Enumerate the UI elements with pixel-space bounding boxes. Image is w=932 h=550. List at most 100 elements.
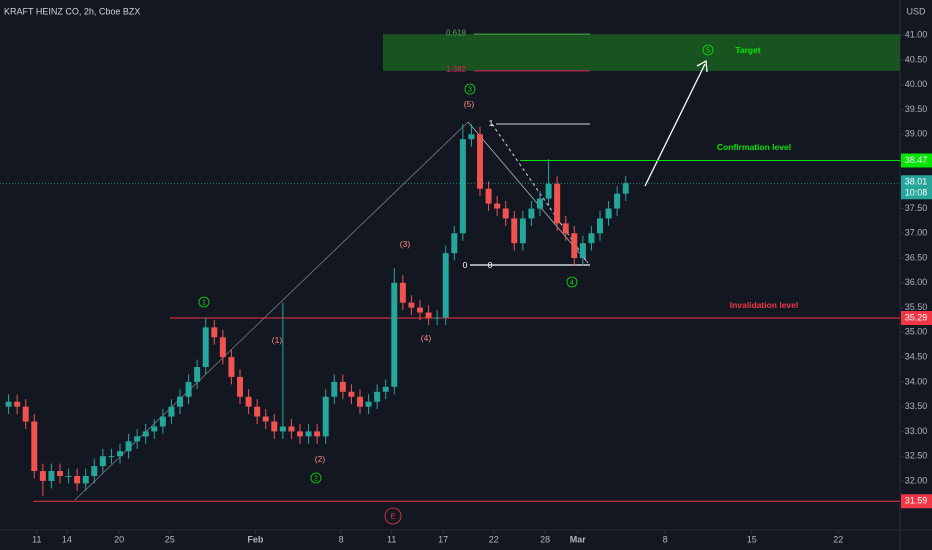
y-tick-label: 35.50	[905, 302, 928, 312]
candle	[262, 409, 269, 429]
candle	[597, 211, 603, 241]
candle-body	[314, 431, 321, 437]
candle	[408, 295, 415, 316]
x-tick-label: 15	[747, 534, 757, 544]
x-tick-label: 8	[339, 534, 344, 544]
last-price-label: 38.01	[905, 177, 928, 187]
candle	[228, 349, 235, 385]
candle-body	[357, 396, 363, 407]
candle-body	[5, 401, 12, 407]
candle-body	[254, 406, 261, 417]
wave-label: (4)	[421, 333, 432, 343]
candle	[31, 414, 38, 479]
candle-body	[434, 317, 441, 319]
price-tag-label: 38.47	[905, 155, 928, 165]
candle-body	[468, 134, 475, 140]
candle	[571, 225, 578, 266]
wave-label: 1	[489, 118, 494, 128]
candle	[125, 433, 132, 459]
price-tag-label: 35.29	[905, 312, 928, 322]
candle	[365, 394, 372, 415]
candle-body	[502, 208, 509, 219]
wave-label: 2	[314, 475, 318, 482]
wave-label: (1)	[272, 335, 283, 345]
candle-body	[14, 401, 21, 407]
candle-body	[91, 466, 98, 476]
x-tick-label: Mar	[570, 534, 587, 544]
x-tick-label: Feb	[247, 534, 264, 544]
candle	[348, 384, 355, 405]
candle	[322, 389, 329, 444]
candle-body	[245, 396, 252, 407]
y-tick-label: 40.00	[905, 79, 928, 89]
candle-body	[622, 183, 629, 194]
candle	[91, 458, 98, 484]
candle-body	[494, 203, 501, 209]
candle	[211, 319, 218, 345]
candle	[297, 423, 303, 444]
candle-body	[331, 381, 338, 397]
candle	[254, 399, 261, 424]
trendline	[467, 121, 589, 264]
candle	[519, 211, 526, 251]
wave-circle	[310, 472, 322, 484]
candle	[185, 374, 192, 405]
y-tick-label: 32.50	[905, 451, 928, 461]
candle	[331, 374, 338, 405]
candle-body	[554, 183, 561, 224]
y-tick-label: 37.00	[905, 228, 928, 238]
candle	[485, 181, 492, 212]
candle-body	[125, 441, 132, 452]
y-tick-label: 33.50	[905, 401, 928, 411]
annotation: Target	[735, 45, 761, 55]
candle-body	[425, 312, 432, 318]
x-tick-label: 22	[489, 534, 499, 544]
candle	[202, 317, 209, 375]
x-tick-label: 14	[62, 534, 72, 544]
candle	[134, 428, 141, 449]
candle	[271, 414, 278, 439]
candle	[374, 384, 381, 410]
y-tick-label: 35.00	[905, 327, 928, 337]
x-tick-label: 8	[663, 534, 668, 544]
annotation: Invalidation level	[730, 300, 799, 310]
x-tick-label: 17	[438, 534, 448, 544]
countdown: 10:08	[905, 188, 928, 198]
candle-body	[22, 406, 29, 422]
candle	[417, 300, 423, 320]
y-tick-label: 33.00	[905, 426, 928, 436]
candle-body	[305, 431, 312, 437]
y-tick-label: 41.00	[905, 30, 928, 40]
candle-body	[202, 327, 209, 368]
price-tag-label: 31.59	[905, 496, 928, 506]
candle	[288, 419, 295, 439]
candle-body	[545, 183, 552, 199]
candle	[237, 369, 243, 405]
wave-label: 0	[463, 260, 468, 270]
candle-body	[605, 208, 612, 219]
candle	[468, 124, 475, 147]
candle	[562, 215, 569, 241]
candle	[22, 399, 29, 429]
candle	[614, 186, 621, 216]
candle-body	[31, 421, 38, 472]
x-tick-label: 28	[540, 534, 550, 544]
candle	[451, 225, 458, 261]
candle-body	[391, 282, 398, 387]
currency: USD	[906, 6, 926, 16]
candle	[65, 468, 72, 484]
candle-body	[579, 243, 586, 259]
candle	[425, 305, 432, 325]
y-tick-label: 39.50	[905, 104, 928, 114]
candle-body	[408, 302, 415, 308]
candle	[537, 191, 543, 216]
y-tick-label: 36.50	[905, 252, 928, 262]
candle	[99, 448, 106, 474]
candle	[545, 158, 552, 207]
candle	[314, 423, 321, 444]
candle-body	[177, 396, 183, 407]
candle-body	[571, 233, 578, 259]
